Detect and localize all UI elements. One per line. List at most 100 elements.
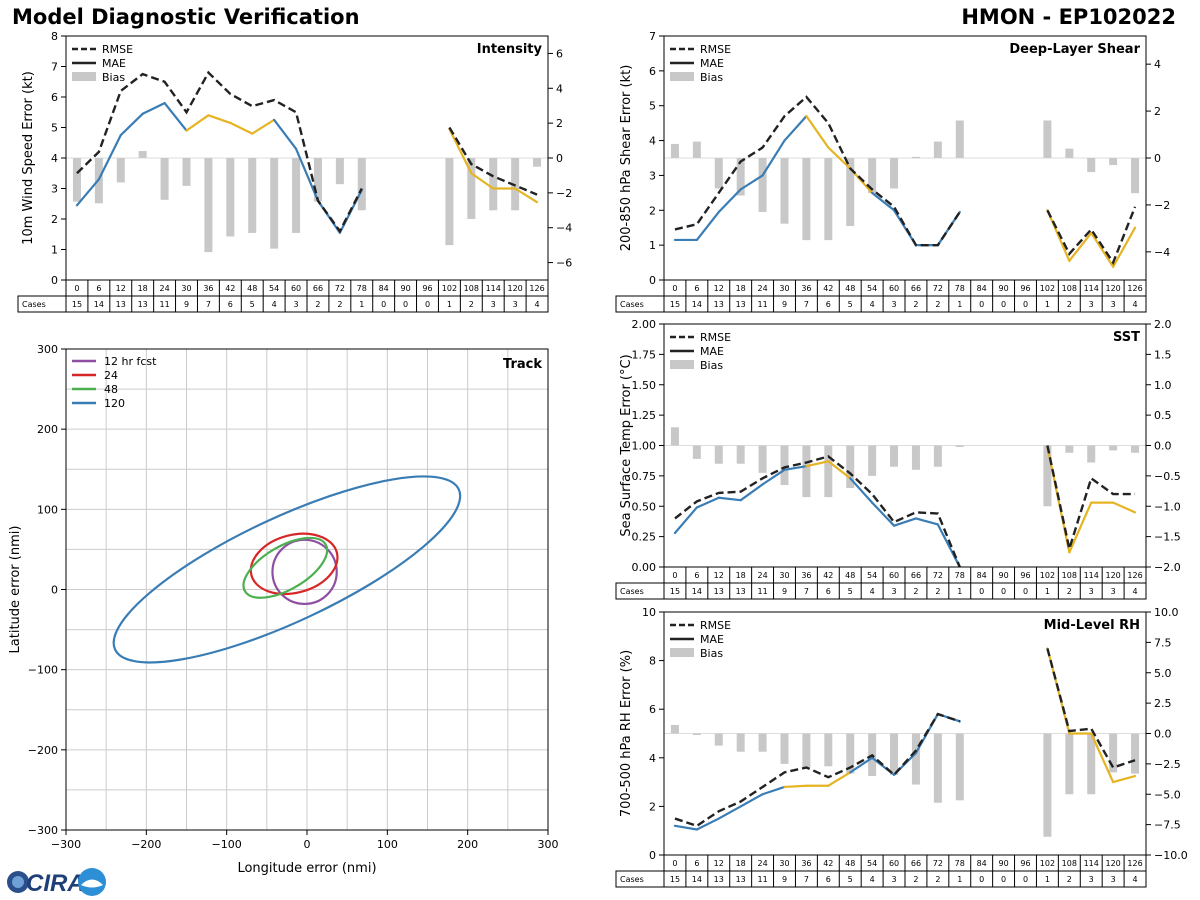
intensity-case-count: 2: [315, 300, 320, 309]
shear-case-count: 5: [848, 300, 853, 309]
shear-case-count: 0: [1023, 300, 1028, 309]
track-y-tick-label: 0: [51, 584, 58, 597]
sst-bias-bar: [933, 445, 942, 467]
sst-bias-bar: [1043, 445, 1052, 507]
rh-case-count: 9: [782, 875, 787, 884]
shear-mae-line-segment: [871, 191, 896, 212]
shear-case-count: 9: [782, 300, 787, 309]
intensity-y-tick-label: 3: [51, 183, 58, 196]
sst-case-count: 3: [891, 587, 896, 596]
sst-y-tick-label: 0.75: [632, 470, 657, 483]
rh-mae-line-segment: [695, 817, 720, 831]
shear-hour-label: 12: [714, 284, 724, 293]
sst-bias-bar: [758, 445, 767, 473]
intensity-hour-label: 42: [225, 284, 235, 293]
intensity-mae-line-segment: [470, 172, 495, 190]
sst-case-count: 15: [670, 587, 680, 596]
sst-hour-label: 126: [1127, 571, 1142, 580]
shear-cases-row: [615, 295, 1147, 313]
shear-y2-tick-label: 2: [1154, 105, 1161, 118]
intensity-legend-rmse-label: RMSE: [102, 43, 133, 56]
sst-y-tick-label: 1.50: [632, 379, 657, 392]
shear-y2-tick-label: 0: [1154, 152, 1161, 165]
rh-hour-label: 48: [845, 859, 855, 868]
rh-hour-label: 12: [714, 859, 724, 868]
rh-hour-label: 60: [889, 859, 899, 868]
intensity-case-count: 15: [72, 300, 82, 309]
rh-hour-label: 24: [757, 859, 767, 868]
shear-case-count: 15: [670, 300, 680, 309]
track-panel: −300 −200 −100 0 100 200 300 −300 −200 −100 0 100 20…: [8, 343, 559, 876]
intensity-case-count: 14: [94, 300, 104, 309]
sst-hour-label: 18: [736, 571, 746, 580]
shear-y-tick-label: 2: [649, 204, 656, 217]
rh-hour-label: 120: [1105, 859, 1120, 868]
sst-hour-label: 54: [867, 571, 877, 580]
track-x-tick-label: 200: [457, 838, 478, 851]
sst-bias-bar: [802, 445, 811, 498]
intensity-case-count: 3: [293, 300, 298, 309]
rh-cases-row: [615, 870, 1147, 888]
intensity-y-tick-label: 8: [51, 30, 58, 43]
sst-case-count: 1: [957, 587, 962, 596]
shear-y-axis-label: 200-850 hPa Shear Error (kt): [619, 65, 634, 252]
sst-hour-label: 78: [955, 571, 965, 580]
track-legend-label: 120: [104, 397, 125, 410]
sst-hour-label: 66: [911, 571, 921, 580]
sst-mae-line-segment: [739, 483, 764, 502]
shear-bias-bar: [736, 158, 745, 196]
intensity-mae-line-segment: [514, 187, 539, 204]
sst-case-count: 2: [913, 587, 918, 596]
sst-panel: 0.000.250.500.751.001.251.501.752.00−2.0…: [615, 318, 1181, 600]
sst-mae-line-segment: [761, 468, 786, 486]
rh-bias-bar: [1043, 733, 1052, 837]
intensity-cases-row: [17, 295, 549, 313]
shear-case-count: 2: [935, 300, 940, 309]
rh-hour-label: 78: [955, 859, 965, 868]
intensity-bias-bar: [160, 158, 169, 200]
rh-hour-label: 114: [1084, 859, 1099, 868]
sst-bias-bar: [1109, 445, 1118, 451]
intensity-bias-bar: [204, 158, 213, 253]
intensity-legend-mae-label: MAE: [102, 57, 126, 70]
sst-bias-bar: [846, 445, 855, 489]
shear-hour-label: 72: [933, 284, 943, 293]
sst-hour-label: 90: [998, 571, 1008, 580]
intensity-bias-bar: [335, 158, 344, 185]
shear-y2-tick-label: 4: [1154, 58, 1161, 71]
intensity-case-count: 7: [206, 300, 211, 309]
sst-case-count: 13: [714, 587, 724, 596]
shear-hour-label: 30: [779, 284, 789, 293]
rh-mae-line-segment: [849, 756, 874, 774]
intensity-case-count: 4: [272, 300, 277, 309]
rh-panel-title: Mid-Level RH: [1044, 618, 1140, 633]
page-title: Model Diagnostic Verification: [12, 5, 360, 29]
shear-bias-bar: [1087, 158, 1096, 173]
rh-case-count: 11: [757, 875, 767, 884]
rh-hour-label: 54: [867, 859, 877, 868]
shear-y-tick-label: 6: [649, 65, 656, 78]
intensity-legend-bias-swatch: [72, 72, 96, 81]
intensity-hour-label: 78: [357, 284, 367, 293]
shear-hour-label: 96: [1020, 284, 1030, 293]
track-x-tick-label: 100: [377, 838, 398, 851]
rh-mae-line-segment: [827, 771, 852, 787]
rh-hour-label: 42: [823, 859, 833, 868]
rh-y2-tick-label: 2.5: [1154, 697, 1172, 710]
intensity-bias-bar: [511, 158, 520, 211]
rh-hour-label: 102: [1040, 859, 1055, 868]
intensity-y-tick-label: 4: [51, 152, 58, 165]
rh-bias-bar: [736, 733, 745, 752]
sst-mae-line-segment: [805, 460, 830, 468]
sst-hour-label: 48: [845, 571, 855, 580]
shear-case-count: 3: [1089, 300, 1094, 309]
intensity-y-axis-label: 10m Wind Speed Error (kt): [21, 71, 36, 245]
intensity-bias-bar: [226, 158, 235, 237]
rh-bias-bar: [955, 733, 964, 801]
sst-mae-line-segment: [827, 460, 852, 480]
sst-bias-bar: [868, 445, 877, 476]
rh-panel: 0246810−10.0−7.5−5.0−2.50.02.55.07.510.0…: [615, 606, 1188, 888]
rh-case-count: 0: [1023, 875, 1028, 884]
rh-bias-bar: [890, 733, 899, 775]
